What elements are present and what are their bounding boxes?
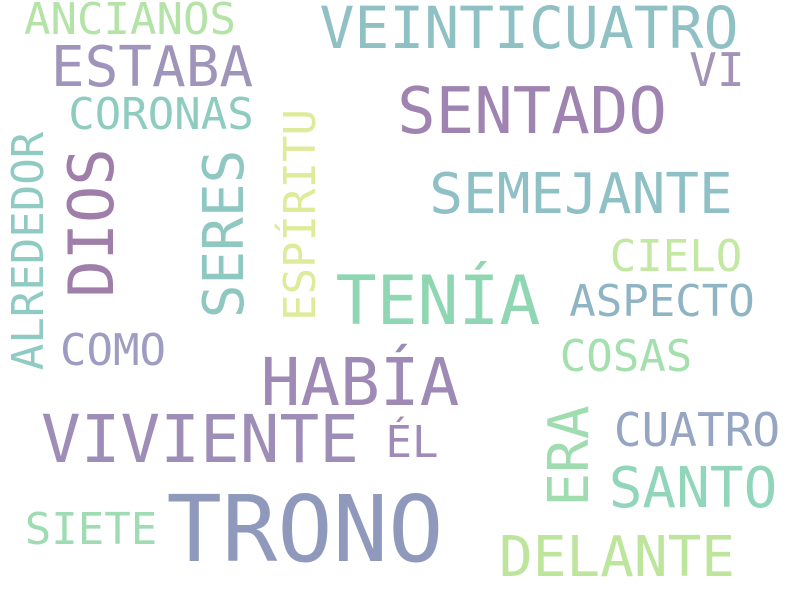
word-trono: TRONO [166, 476, 444, 583]
word-siete: SIETE [24, 504, 158, 555]
word-el: ÉL [385, 417, 439, 468]
word-delante: DELANTE [498, 525, 736, 590]
word-ancianos: ANCIANOS [24, 0, 236, 45]
word-alrededor: ALREDEDOR [3, 131, 54, 371]
word-coronas: CORONAS [68, 89, 254, 140]
word-como: COMO [60, 325, 166, 376]
word-dios: DIOS [55, 148, 128, 298]
word-cielo: CIELO [609, 231, 743, 282]
word-tenia: TENÍA [335, 262, 541, 341]
word-cuatro: CUATRO [613, 403, 781, 457]
word-habia: HABÍA [260, 344, 460, 421]
word-espiritu: ESPÍRITU [275, 109, 326, 321]
word-era: ERA [537, 405, 602, 507]
word-estaba: ESTABA [50, 35, 254, 100]
word-viviente: VIVIENTE [41, 401, 359, 478]
word-cosas: COSAS [559, 331, 693, 382]
word-santo: SANTO [608, 456, 778, 521]
word-sentado: SENTADO [397, 75, 667, 149]
word-veinticuatro: VEINTICUATRO [319, 0, 739, 62]
word-semejante: SEMEJANTE [429, 162, 733, 227]
word-aspecto: ASPECTO [569, 276, 755, 327]
word-vi: VI [689, 43, 745, 97]
word-seres: SERES [192, 149, 257, 319]
